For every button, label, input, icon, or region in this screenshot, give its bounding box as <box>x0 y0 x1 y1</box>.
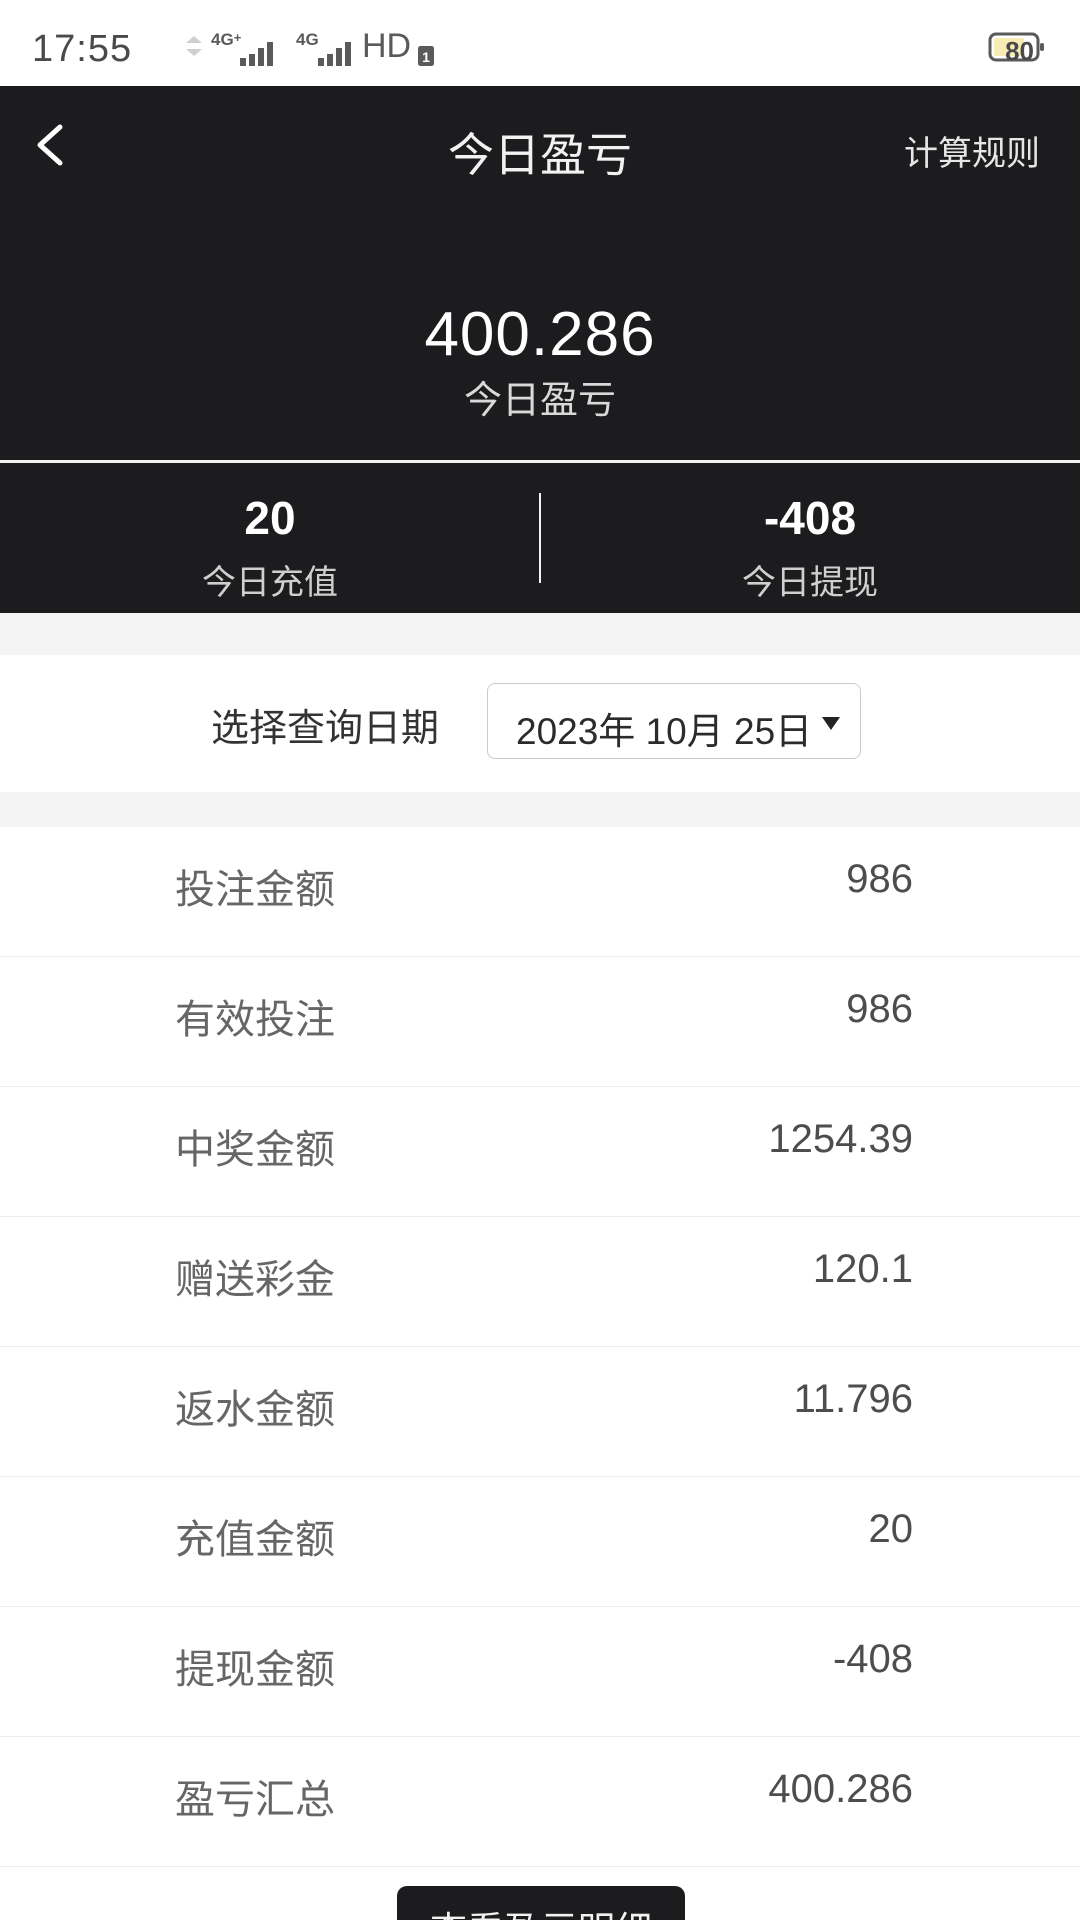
svg-text:1: 1 <box>422 49 430 65</box>
